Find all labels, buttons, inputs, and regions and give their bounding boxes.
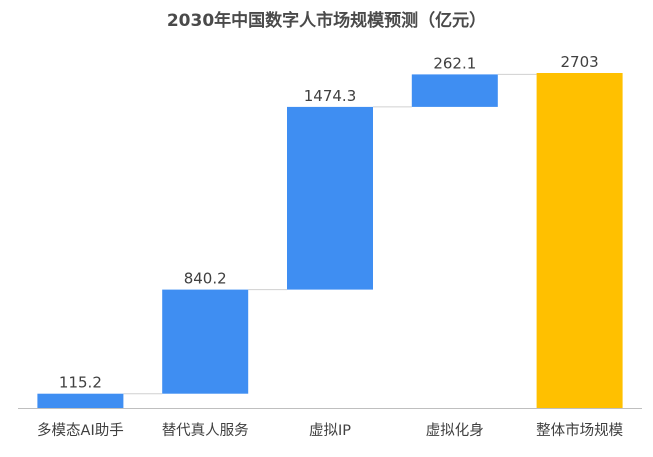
- value-label-2: 840.2: [184, 270, 227, 288]
- bar-3: [287, 106, 373, 290]
- bars: [37, 73, 623, 408]
- value-label-4: 262.1: [433, 54, 476, 72]
- bar-2: [162, 289, 249, 394]
- value-label-1: 115.2: [59, 374, 102, 392]
- bar-5: [536, 73, 623, 408]
- x-tick-label-4: 虚拟化身: [426, 422, 484, 439]
- x-tick-label-5: 整体市场规模: [536, 422, 623, 439]
- chart-title: 2030年中国数字人市场规模预测（亿元）: [166, 11, 487, 31]
- x-tick-label-3: 虚拟IP: [309, 422, 351, 439]
- x-tick-labels: 多模态AI助手 替代真人服务 虚拟IP 虚拟化身 整体市场规模: [37, 421, 623, 439]
- bar-4: [411, 74, 498, 107]
- bar-1: [37, 393, 124, 408]
- value-label-3: 1474.3: [304, 87, 357, 105]
- x-tick-label-1: 多模态AI助手: [37, 422, 124, 439]
- connector-lines: [123, 73, 537, 395]
- value-label-5: 2703: [561, 53, 599, 71]
- value-labels: 115.2 840.2 1474.3 262.1 2703: [59, 53, 599, 392]
- x-tick-label-2: 替代真人服务: [162, 421, 249, 439]
